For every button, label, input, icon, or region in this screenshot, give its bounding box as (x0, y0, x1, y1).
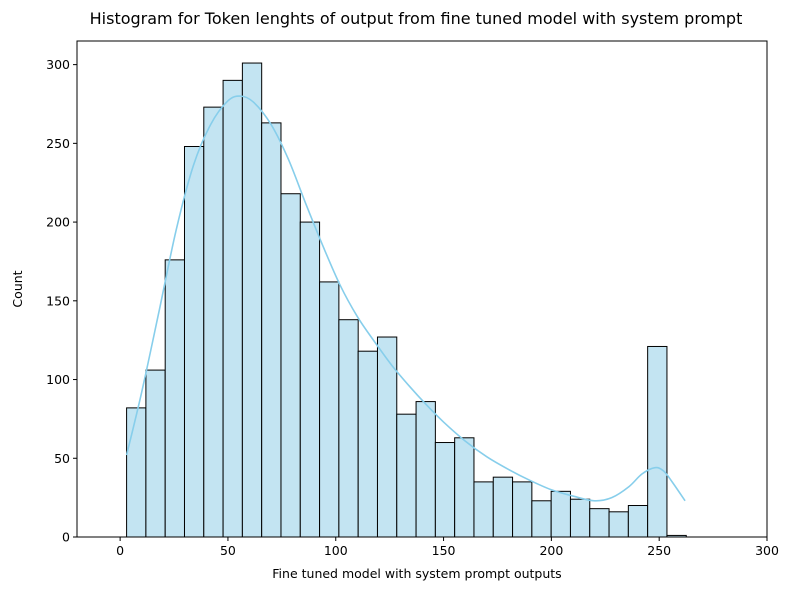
y-axis-label: Count (10, 270, 25, 307)
histogram-bar (241, 62, 263, 538)
histogram-bars (126, 62, 687, 538)
histogram-bar (492, 476, 514, 538)
histogram-bar (164, 259, 185, 538)
histogram-bar (357, 350, 378, 538)
y-tick-label: 300 (46, 57, 70, 72)
histogram-bar (550, 490, 571, 538)
histogram-bar (145, 369, 166, 538)
histogram-bar (396, 413, 417, 538)
x-tick-label: 0 (116, 543, 124, 558)
histogram-bar (280, 193, 301, 538)
x-tick-label: 300 (755, 543, 779, 558)
y-tick-label: 100 (46, 372, 70, 387)
histogram-bar (454, 437, 475, 538)
histogram-bar (415, 401, 436, 538)
chart-title: Histogram for Token lenghts of output fr… (90, 9, 743, 28)
histogram-bar (647, 345, 668, 538)
y-tick-label: 250 (46, 136, 70, 151)
x-axis-label: Fine tuned model with system prompt outp… (272, 566, 561, 581)
histogram-bar (299, 221, 321, 538)
x-tick-label: 100 (324, 543, 348, 558)
histogram-bar (183, 145, 205, 538)
y-axis-ticks: 0 50 100 150 200 250 300 (46, 57, 77, 545)
histogram-bar (627, 505, 649, 538)
x-tick-label: 200 (539, 543, 563, 558)
histogram-bar (608, 511, 629, 538)
x-axis-ticks: 0 50 100 150 200 250 300 (116, 537, 779, 558)
y-tick-label: 150 (46, 293, 70, 308)
histogram-bar (338, 319, 359, 538)
plot-frame (76, 40, 768, 538)
histogram-bar (569, 498, 591, 538)
histogram-bar (473, 481, 494, 538)
x-tick-label: 250 (647, 543, 671, 558)
x-tick-label: 50 (220, 543, 236, 558)
y-tick-label: 200 (46, 215, 70, 230)
y-tick-label: 0 (62, 530, 70, 545)
histogram-bar (589, 508, 610, 538)
histogram-bar (203, 106, 224, 538)
kde-curve (125, 95, 686, 502)
histogram-bar (531, 500, 552, 538)
histogram-bar (512, 481, 533, 538)
histogram-bar (222, 79, 243, 538)
histogram-bar (319, 281, 340, 538)
histogram-bar (261, 122, 282, 538)
histogram-bar (126, 407, 147, 538)
x-tick-label: 150 (432, 543, 456, 558)
y-tick-label: 50 (54, 451, 70, 466)
histogram-bar (434, 442, 456, 538)
